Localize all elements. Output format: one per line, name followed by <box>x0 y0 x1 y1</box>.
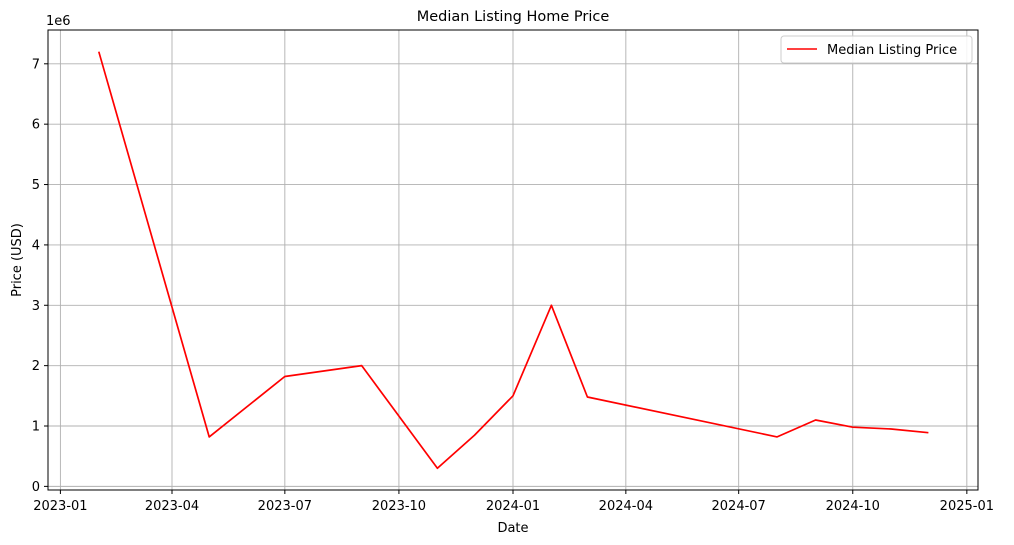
y-tick-label: 7 <box>32 57 40 72</box>
x-axis-label: Date <box>497 521 528 536</box>
x-tick-label: 2025-01 <box>940 499 994 514</box>
x-tick-label: 2024-01 <box>486 499 540 514</box>
series-layer <box>97 51 929 470</box>
y-axis-scale-label: 1e6 <box>46 14 71 29</box>
y-tick-label: 5 <box>32 178 40 193</box>
x-tick-label: 2023-04 <box>145 499 199 514</box>
y-tick-label: 1 <box>32 420 40 435</box>
y-tick-label: 4 <box>32 238 40 253</box>
x-tick-label: 2024-10 <box>826 499 880 514</box>
x-tick-label: 2023-01 <box>33 499 87 514</box>
x-tick-label: 2024-07 <box>712 499 766 514</box>
y-tick-label: 0 <box>32 480 40 495</box>
chart-title: Median Listing Home Price <box>417 9 610 25</box>
x-tick-label: 2024-04 <box>599 499 653 514</box>
legend: Median Listing Price <box>780 35 973 64</box>
y-tick-label: 6 <box>32 118 40 133</box>
y-tick-label: 3 <box>32 299 40 314</box>
grid <box>48 30 978 490</box>
ticks: 2023-01 2023-04 2023-07 2023-10 2024-01 2024-… <box>32 57 994 514</box>
legend-box <box>780 35 973 64</box>
x-tick-label: 2023-10 <box>372 499 426 514</box>
y-tick-label: 2 <box>32 359 40 374</box>
series-line-median-listing-price <box>97 51 929 470</box>
legend-label-median-listing-price: Median Listing Price <box>827 43 957 58</box>
x-tick-label: 2023-07 <box>258 499 312 514</box>
y-axis-label: Price (USD) <box>10 223 25 297</box>
